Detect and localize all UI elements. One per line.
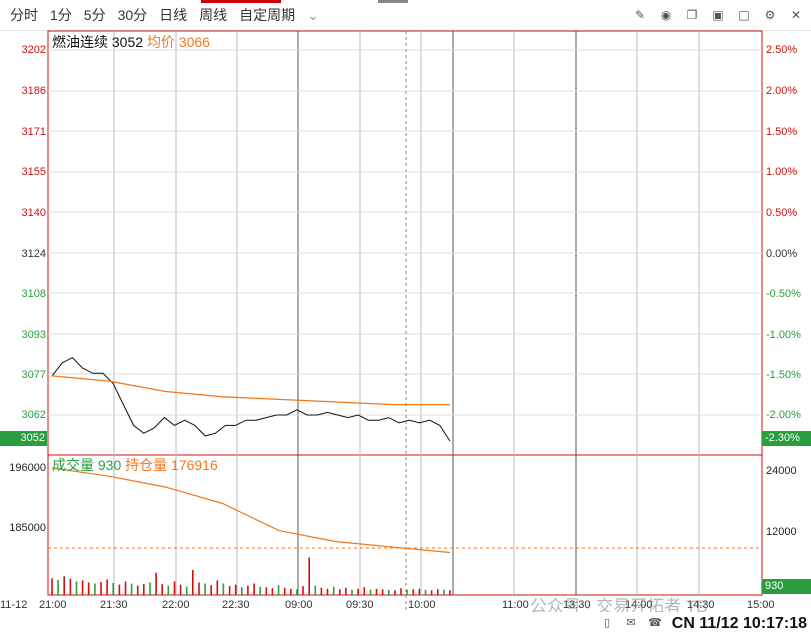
volume-value: 930 bbox=[97, 457, 122, 473]
price-tick-label: 3140 bbox=[21, 207, 46, 219]
period-tab-5[interactable]: 周线 bbox=[199, 7, 228, 23]
price-tick-label: 3062 bbox=[21, 409, 46, 421]
current-price-badge: 3052 bbox=[0, 431, 47, 446]
percent-tick-label: 0.50% bbox=[766, 207, 798, 219]
gear-icon[interactable]: ⚙ bbox=[764, 8, 776, 22]
current-volume-badge: 930 bbox=[762, 579, 811, 594]
avg-price-line bbox=[51, 375, 450, 406]
toolbar-icons: ✎ ◉ ❐ ▣ □ ⚙ ✕ bbox=[633, 0, 803, 30]
period-tab-2[interactable]: 5分 bbox=[83, 7, 106, 23]
plot-frame bbox=[47, 30, 763, 596]
percent-tick-label: -0.50% bbox=[766, 288, 801, 300]
open-interest-line bbox=[51, 467, 451, 554]
percent-tick-label: 2.00% bbox=[766, 85, 798, 97]
status-icons: ▯ ✉ ☎ bbox=[600, 616, 662, 630]
time-tick-label: 09:00 bbox=[285, 599, 313, 611]
price-tick-label: 3155 bbox=[21, 166, 46, 178]
price-tick-label: 3186 bbox=[21, 85, 46, 97]
percent-tick-label: -1.50% bbox=[766, 369, 801, 381]
percent-tick-label: 0.00% bbox=[766, 248, 798, 260]
eye-icon[interactable]: ◉ bbox=[660, 8, 672, 22]
percent-tick-label: -2.00% bbox=[766, 409, 801, 421]
price-tick-label: 3108 bbox=[21, 288, 46, 300]
volume-legend: 成交量 930 持仓量 176916 bbox=[52, 457, 218, 473]
price-series-line bbox=[51, 356, 451, 442]
time-tick-label: 11:00 bbox=[502, 599, 529, 611]
price-tick-label: 3093 bbox=[21, 329, 46, 341]
status-bar: ▯ ✉ ☎ CN 11/12 10:17:18 bbox=[0, 612, 811, 635]
current-percent-badge: -2.30% bbox=[762, 431, 811, 446]
time-tick-label: 21:30 bbox=[100, 599, 128, 611]
close-icon[interactable]: ✕ bbox=[790, 8, 802, 22]
time-tick-label: 11-12 bbox=[0, 599, 28, 611]
price-tick-label: 3124 bbox=[21, 248, 46, 260]
price-tick-label: 3077 bbox=[21, 369, 46, 381]
square-icon[interactable]: □ bbox=[738, 8, 750, 22]
time-tick-label: 22:30 bbox=[222, 599, 250, 611]
market-clock: CN 11/12 10:17:18 bbox=[671, 615, 807, 632]
watermark: 公众号 · 交易开拓者 TB bbox=[530, 597, 708, 616]
period-tabs: 分时 1分 5分 30分 日线 周线 自定周期 ⌄ bbox=[4, 0, 325, 30]
time-tick-label: 10:00 bbox=[408, 599, 436, 611]
edit-icon[interactable]: ✎ bbox=[634, 8, 646, 22]
chart-canvas[interactable] bbox=[0, 0, 811, 612]
period-tab-4[interactable]: 日线 bbox=[159, 7, 188, 23]
volume-label: 成交量 bbox=[52, 457, 94, 473]
period-tab-0[interactable]: 分时 bbox=[10, 7, 38, 23]
time-tick-label: 13:30 bbox=[563, 599, 591, 611]
contract-price: 3052 bbox=[111, 34, 144, 50]
time-tick-label: 21:00 bbox=[39, 599, 67, 611]
period-tab-1[interactable]: 1分 bbox=[50, 7, 72, 23]
percent-tick-label: 2.50% bbox=[766, 44, 798, 56]
message-icon[interactable]: ✉ bbox=[626, 616, 636, 629]
open-interest-tick-label: 185000 bbox=[9, 522, 46, 534]
volume-tick-label: 12000 bbox=[766, 526, 797, 538]
contract-name: 燃油连续 bbox=[52, 34, 108, 50]
volume-tick-label: 24000 bbox=[766, 465, 797, 477]
percent-tick-label: 1.00% bbox=[766, 166, 798, 178]
price-tick-label: 3202 bbox=[21, 44, 46, 56]
document-icon[interactable]: ▯ bbox=[603, 616, 611, 629]
percent-tick-label: 1.50% bbox=[766, 126, 798, 138]
open-interest-value: 176916 bbox=[171, 457, 218, 473]
phone-icon[interactable]: ☎ bbox=[648, 616, 662, 629]
period-tab-3[interactable]: 30分 bbox=[117, 7, 148, 23]
time-tick-label: 22:00 bbox=[162, 599, 190, 611]
price-legend: 燃油连续 3052 均价 3066 bbox=[52, 34, 210, 50]
period-tab-6[interactable]: 自定周期 bbox=[239, 7, 296, 23]
avg-price-value: 3066 bbox=[178, 34, 210, 50]
time-tick-label: 15:00 bbox=[747, 599, 775, 611]
time-tick-label: 14:30 bbox=[687, 599, 715, 611]
avg-price-label: 均价 bbox=[146, 34, 175, 50]
top-sliver-gray bbox=[378, 0, 408, 3]
chart-toolbar: 分时 1分 5分 30分 日线 周线 自定周期 ⌄ ✎ ◉ ❐ ▣ □ ⚙ ✕ bbox=[0, 0, 811, 31]
price-tick-label: 3171 bbox=[21, 126, 46, 138]
open-interest-tick-label: 196000 bbox=[9, 462, 46, 474]
chevron-down-icon[interactable]: ⌄ bbox=[307, 7, 319, 23]
open-interest-label: 持仓量 bbox=[125, 457, 168, 473]
top-sliver-red bbox=[201, 0, 281, 3]
layers-icon[interactable]: ❐ bbox=[686, 8, 698, 22]
window-icon[interactable]: ▣ bbox=[712, 8, 724, 22]
time-tick-label: 09:30 bbox=[346, 599, 374, 611]
time-tick-label: 14:00 bbox=[625, 599, 653, 611]
percent-tick-label: -1.00% bbox=[766, 329, 801, 341]
